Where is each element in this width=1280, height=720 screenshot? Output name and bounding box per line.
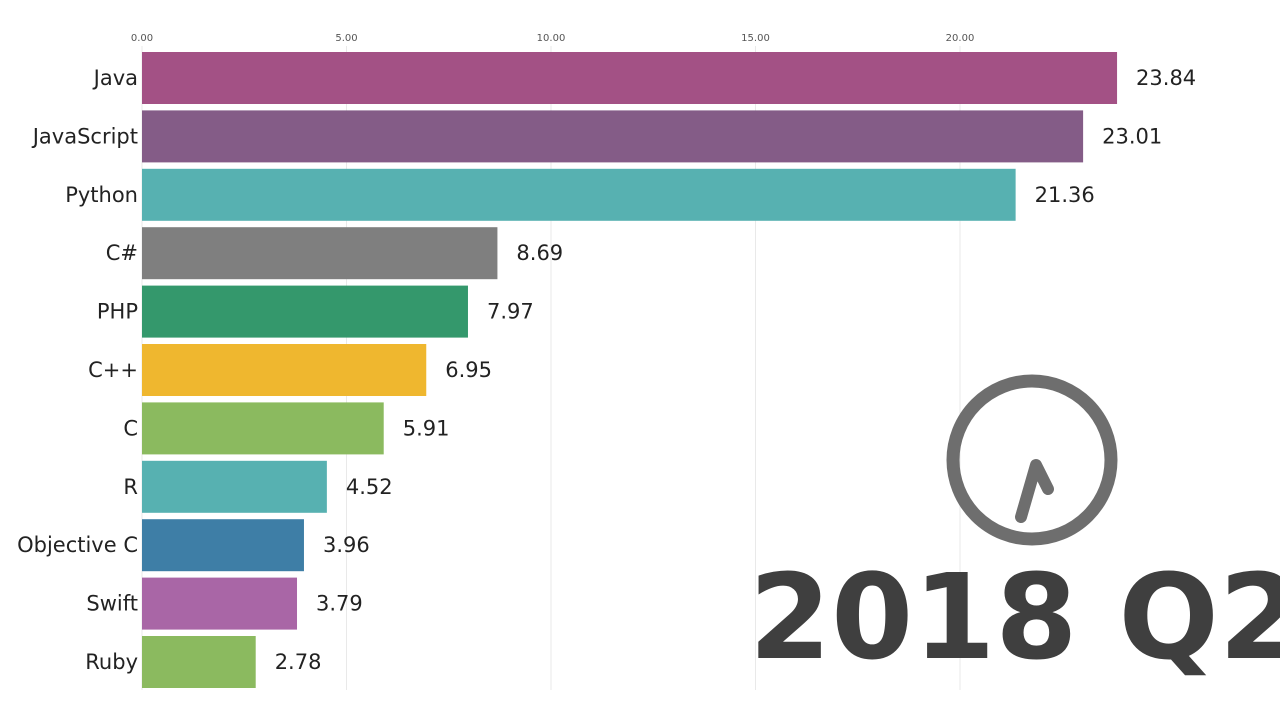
x-tick-label: 5.00 bbox=[335, 33, 357, 44]
value-label: 23.84 bbox=[1136, 66, 1196, 90]
category-label: Python bbox=[65, 183, 138, 207]
value-label: 4.52 bbox=[346, 475, 393, 499]
category-label: PHP bbox=[97, 300, 138, 324]
bars bbox=[142, 52, 1118, 688]
value-label: 6.95 bbox=[445, 358, 492, 382]
category-label: C bbox=[123, 416, 138, 440]
value-labels: 23.84 23.01 21.36 8.69 7.97 6.95 5.91 4.52 3.96 3… bbox=[275, 66, 1196, 674]
value-label: 2.78 bbox=[275, 650, 322, 674]
bar bbox=[142, 519, 304, 572]
bar bbox=[142, 227, 498, 280]
value-label: 3.96 bbox=[323, 533, 370, 557]
category-label: Objective C bbox=[17, 533, 138, 557]
x-axis-ticks: 0.00 5.00 10.00 15.00 20.00 bbox=[131, 33, 974, 44]
bar bbox=[142, 460, 327, 513]
value-label: 7.97 bbox=[487, 300, 534, 324]
clock-icon bbox=[946, 374, 1118, 546]
category-label: Java bbox=[92, 66, 138, 90]
bar bbox=[142, 168, 1016, 221]
clock-hands bbox=[1015, 459, 1054, 523]
bar bbox=[142, 110, 1084, 163]
bar bbox=[142, 402, 384, 455]
x-tick-label: 20.00 bbox=[946, 33, 975, 44]
value-label: 21.36 bbox=[1035, 183, 1095, 207]
category-label: C# bbox=[106, 241, 138, 265]
bar bbox=[142, 52, 1118, 104]
value-label: 5.91 bbox=[403, 416, 450, 440]
x-tick-label: 10.00 bbox=[537, 33, 566, 44]
value-label: 23.01 bbox=[1102, 124, 1162, 148]
bar bbox=[142, 577, 298, 630]
period-label: 2018 Q2 bbox=[749, 548, 1280, 686]
category-label: C++ bbox=[88, 358, 138, 382]
bar bbox=[142, 344, 427, 396]
category-label: Ruby bbox=[85, 650, 138, 674]
bar bbox=[142, 285, 468, 338]
value-label: 3.79 bbox=[316, 592, 363, 616]
bar bbox=[142, 636, 256, 688]
x-tick-label: 15.00 bbox=[741, 33, 770, 44]
category-label: JavaScript bbox=[31, 124, 138, 148]
category-label: R bbox=[123, 475, 138, 499]
value-label: 8.69 bbox=[516, 241, 563, 265]
category-labels: Java JavaScript Python C# PHP C++ C R Objective … bbox=[17, 66, 138, 674]
x-tick-label: 0.00 bbox=[131, 33, 153, 44]
clock-ring bbox=[946, 374, 1118, 546]
category-label: Swift bbox=[86, 592, 138, 616]
